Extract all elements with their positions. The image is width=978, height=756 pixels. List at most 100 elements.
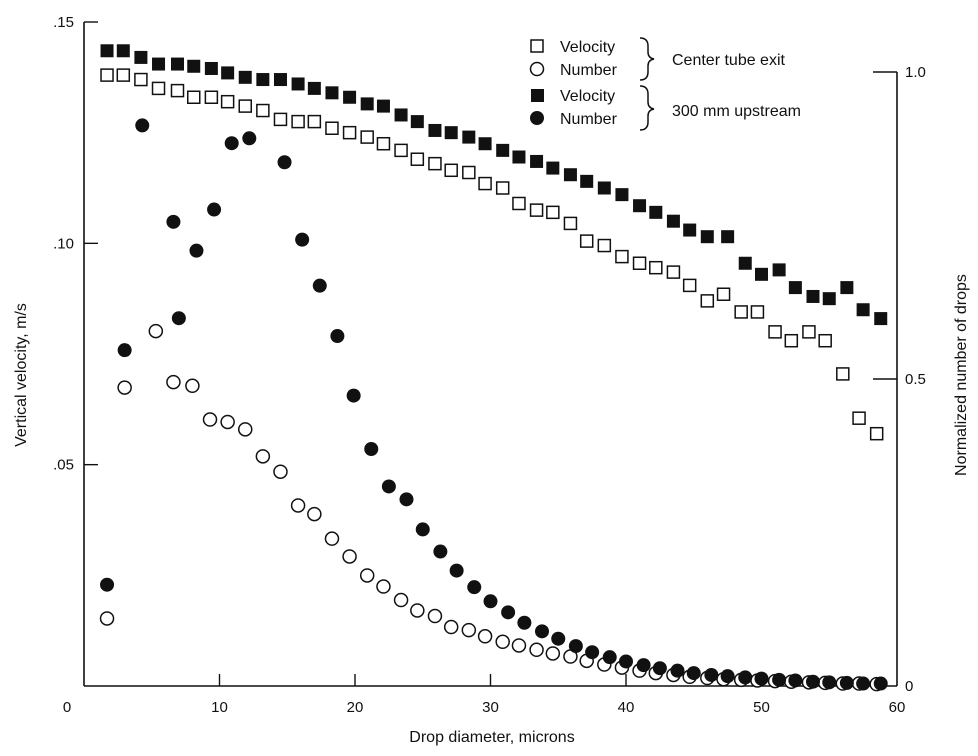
legend-group-300mm-upstream: 300 mm upstream: [672, 103, 801, 120]
data-point: [307, 114, 322, 129]
data-point: [202, 412, 218, 427]
data-point: [512, 196, 526, 211]
x-tick-label: 40: [618, 699, 635, 716]
data-point: [579, 234, 594, 248]
data-point: [220, 414, 235, 430]
data-point: [568, 639, 583, 654]
data-point: [495, 181, 510, 195]
data-point: [754, 671, 769, 686]
y-tick-label: .15: [53, 14, 74, 31]
data-point: [148, 323, 164, 339]
data-point: [545, 646, 561, 661]
axis-ticks: 0 10 20 30 40 50 60 .05 .10 .15 0 0.5 1.0: [53, 14, 926, 716]
data-point: [873, 676, 888, 691]
data-point: [166, 214, 181, 229]
data-point: [273, 112, 288, 127]
data-point: [151, 81, 166, 96]
data-point: [433, 544, 448, 559]
data-point: [100, 44, 114, 58]
data-point: [444, 126, 458, 140]
series-0-open-square: [100, 68, 884, 441]
data-point: [307, 81, 321, 95]
data-point: [428, 123, 442, 137]
data-point: [295, 232, 310, 247]
data-point: [768, 325, 782, 339]
data-point: [410, 115, 424, 129]
data-point: [738, 256, 752, 270]
data-point: [394, 108, 408, 122]
data-point: [585, 645, 600, 660]
data-point: [874, 312, 888, 326]
series-3-filled-circle: [100, 118, 888, 691]
data-point: [512, 150, 526, 164]
data-point: [788, 673, 803, 688]
data-point: [187, 90, 201, 105]
data-point: [546, 205, 560, 220]
data-point: [256, 73, 270, 87]
legend-label-velocity-exit: Velocity: [560, 39, 615, 56]
data-point: [170, 83, 185, 98]
data-point: [836, 367, 850, 381]
data-point: [291, 77, 305, 91]
series-2-filled-square: [100, 44, 888, 326]
data-point: [134, 50, 148, 64]
data-point: [563, 168, 577, 182]
legend-marker-open-square: [530, 39, 544, 53]
data-point: [238, 70, 252, 84]
data-point: [449, 563, 464, 578]
data-point: [99, 611, 115, 626]
data-point: [171, 311, 186, 326]
data-point: [221, 66, 235, 80]
x-tick-label: 50: [753, 699, 770, 716]
data-point: [511, 638, 527, 653]
data-point: [116, 44, 130, 58]
plot-frame: [83, 22, 898, 687]
data-point: [716, 287, 731, 301]
data-point: [207, 202, 222, 217]
data-point: [478, 176, 492, 191]
data-point: [551, 631, 566, 646]
data-point: [840, 281, 854, 295]
data-point: [410, 603, 425, 618]
data-point: [117, 380, 132, 395]
data-point: [204, 90, 219, 105]
data-point: [649, 260, 663, 275]
data-point: [360, 97, 374, 111]
data-point: [273, 73, 287, 87]
data-point: [359, 568, 375, 583]
legend-label-velocity-upstream: Velocity: [560, 88, 615, 105]
data-point: [615, 188, 629, 202]
data-point: [256, 103, 270, 118]
data-point: [237, 422, 253, 437]
data-point: [100, 68, 114, 82]
data-point: [563, 216, 578, 231]
legend-brace-exit: [639, 37, 655, 81]
data-point: [134, 72, 148, 87]
data-point: [342, 125, 357, 140]
data-point: [393, 592, 409, 608]
data-point: [619, 654, 633, 669]
data-point: [376, 99, 390, 113]
data-point: [364, 441, 379, 456]
legend-label-number-exit: Number: [560, 62, 618, 79]
data-point: [325, 121, 339, 135]
data-point: [649, 205, 663, 219]
data-point: [738, 670, 753, 685]
data-point: [822, 675, 837, 690]
y2-tick-label: 0.5: [905, 371, 926, 388]
data-point: [443, 619, 459, 635]
data-point: [704, 667, 719, 682]
data-point: [806, 289, 820, 303]
data-point: [602, 650, 617, 665]
data-point: [721, 230, 735, 244]
data-point: [152, 57, 166, 71]
data-point: [529, 642, 544, 658]
legend-marker-open-circle: [529, 61, 545, 77]
data-point: [273, 464, 288, 479]
data-point: [856, 676, 871, 691]
legend: Velocity Number Velocity Number Center t…: [529, 37, 801, 131]
series-1-open-circle: [99, 323, 884, 692]
data-point: [242, 131, 257, 146]
data-point: [580, 174, 594, 188]
data-point: [818, 333, 832, 348]
